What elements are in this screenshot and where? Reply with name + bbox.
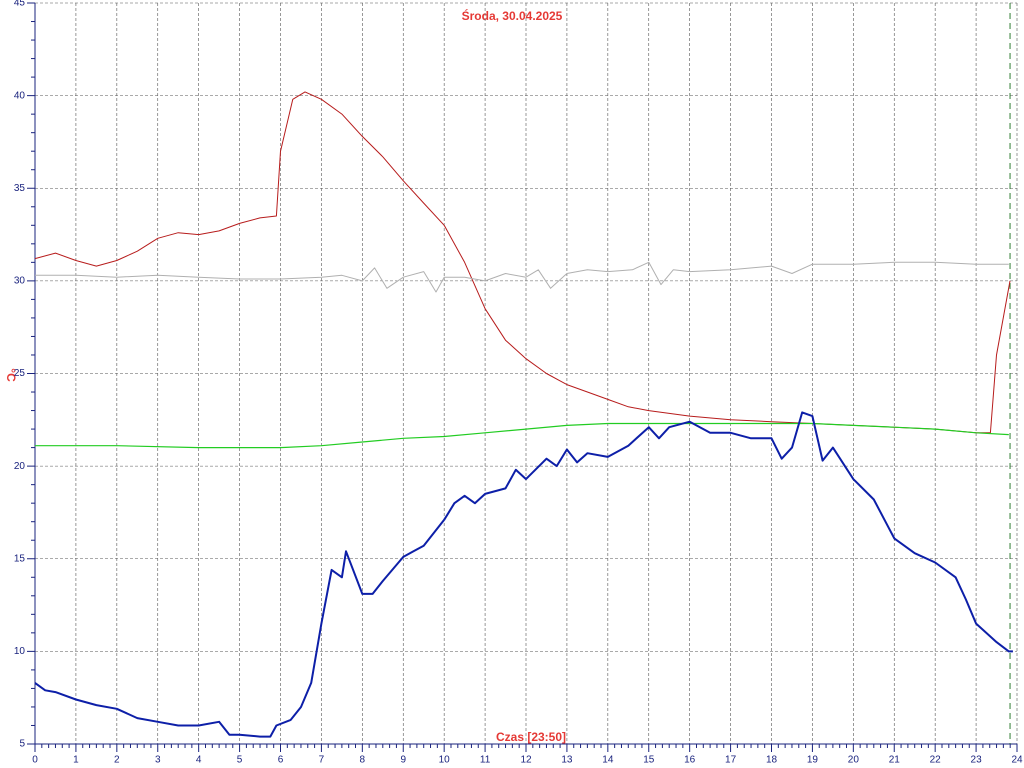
x-tick-label: 5 [237,755,243,766]
x-tick-label: 13 [561,755,573,766]
x-tick-label: 17 [725,755,737,766]
y-tick-label: 45 [14,0,26,9]
x-tick-label: 1 [73,755,79,766]
y-tick-label: 40 [14,90,26,101]
y-tick-label: 30 [14,276,26,287]
y-tick-label: 15 [14,553,26,564]
x-tick-label: 23 [971,755,983,766]
x-tick-label: 15 [643,755,655,766]
x-tick-label: 3 [155,755,161,766]
y-axis-label: °C [4,368,18,382]
x-tick-label: 22 [930,755,942,766]
x-tick-label: 2 [114,755,120,766]
x-tick-label: 19 [807,755,819,766]
x-tick-label: 16 [684,755,696,766]
chart-title: Środa, 30.04.2025 [462,8,563,23]
x-tick-label: 11 [480,755,491,766]
x-tick-label: 10 [439,755,451,766]
x-tick-label: 20 [848,755,860,766]
x-tick-label: 12 [520,755,532,766]
x-tick-label: 21 [889,755,901,766]
y-tick-label: 5 [19,739,25,750]
x-tick-label: 6 [278,755,284,766]
y-tick-label: 35 [14,183,26,194]
x-tick-label: 8 [360,755,366,766]
x-axis-label: Czas [23:50] [496,730,566,744]
x-tick-label: 9 [400,755,406,766]
series-line [35,422,1009,449]
x-tick-label: 14 [602,755,614,766]
x-tick-label: 7 [319,755,325,766]
y-tick-label: 10 [14,646,26,657]
series-line [34,411,1013,738]
y-tick-label: 25 [14,368,26,379]
series-line [35,261,1009,293]
y-tick-label: 20 [14,461,26,472]
x-tick-label: 18 [766,755,778,766]
x-tick-label: 0 [32,755,38,766]
x-tick-label: 4 [196,755,202,766]
x-tick-label: 24 [1011,755,1023,766]
